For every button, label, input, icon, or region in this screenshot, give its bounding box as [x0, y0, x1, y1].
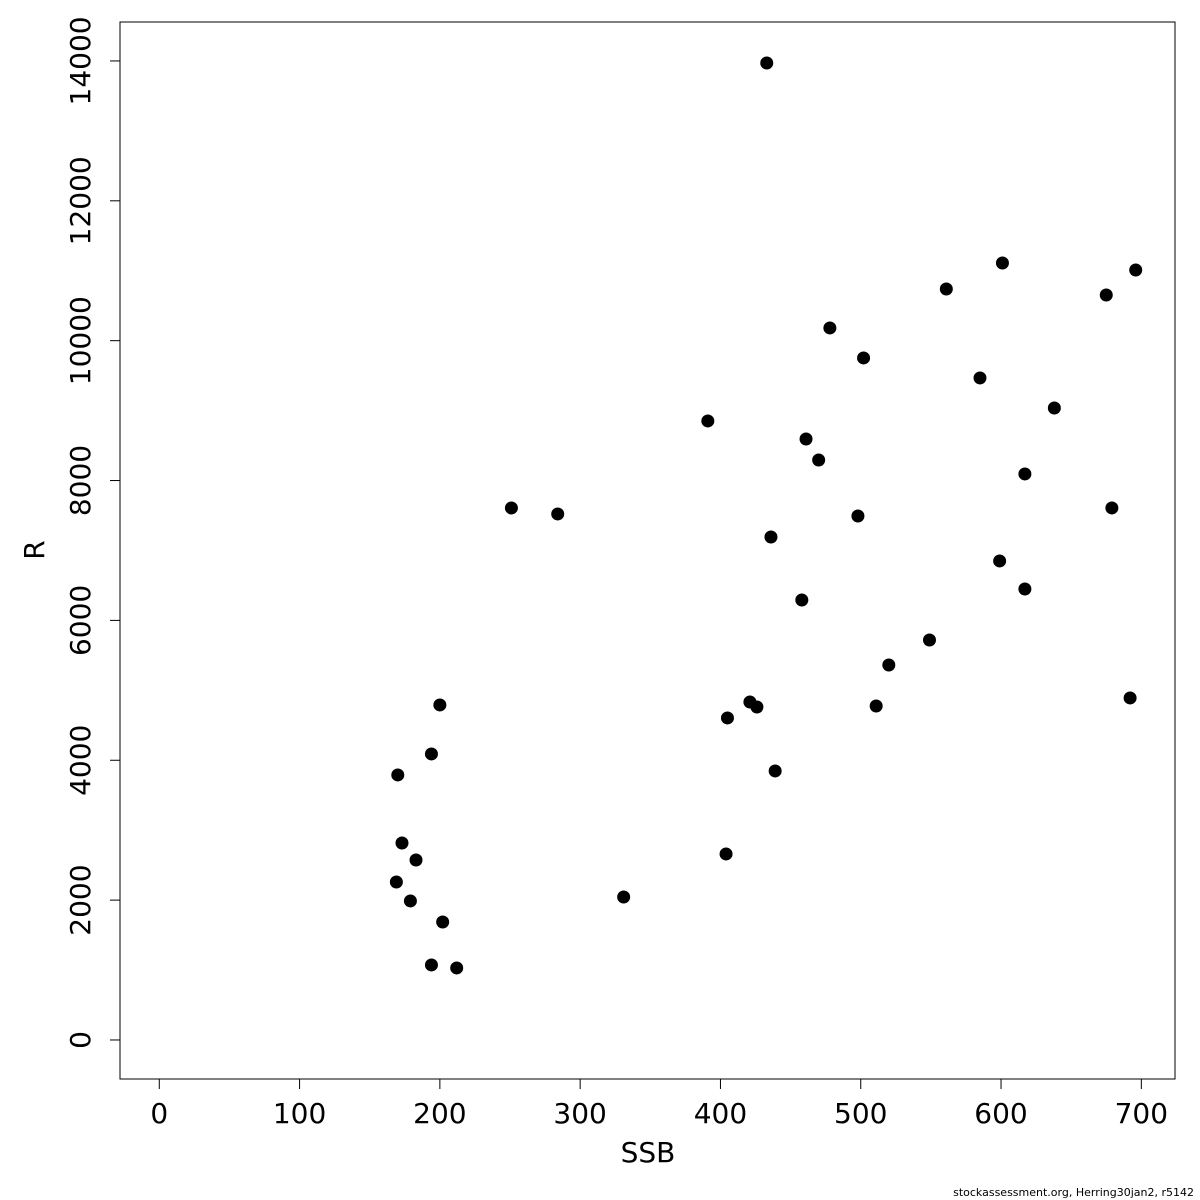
point — [973, 371, 987, 385]
y-tick-label: 4000 — [64, 725, 97, 796]
x-tick-label: 0 — [150, 1097, 168, 1130]
point — [851, 509, 865, 523]
x-tick-label: 400 — [694, 1097, 747, 1130]
point — [391, 768, 405, 782]
y-tick-label: 10000 — [64, 296, 97, 385]
point — [1105, 501, 1119, 515]
point — [1129, 263, 1143, 277]
point — [504, 501, 518, 515]
point — [869, 699, 883, 713]
point — [403, 894, 417, 908]
point — [720, 711, 734, 725]
point — [995, 256, 1009, 270]
point — [760, 56, 774, 70]
point — [551, 507, 565, 521]
point — [719, 847, 733, 861]
point — [1047, 401, 1061, 415]
y-tick-label: 14000 — [64, 16, 97, 105]
point — [922, 633, 936, 647]
point — [424, 958, 438, 972]
point — [939, 282, 953, 296]
x-tick-label: 300 — [553, 1097, 606, 1130]
point — [424, 747, 438, 761]
point — [450, 961, 464, 975]
y-tick-label: 6000 — [64, 585, 97, 656]
point — [701, 414, 715, 428]
x-axis-label: SSB — [621, 1136, 676, 1169]
y-tick-label: 8000 — [64, 445, 97, 516]
point — [795, 593, 809, 607]
y-tick-label: 12000 — [64, 156, 97, 245]
point — [799, 432, 813, 446]
point — [857, 351, 871, 365]
point — [1018, 582, 1032, 596]
point — [768, 764, 782, 778]
plot-frame — [119, 21, 1176, 1080]
point — [1099, 288, 1113, 302]
x-tick-label: 600 — [974, 1097, 1027, 1130]
y-tick-label: 0 — [64, 1031, 97, 1049]
point — [750, 700, 764, 714]
point — [764, 530, 778, 544]
x-tick-label: 500 — [834, 1097, 887, 1130]
point — [395, 836, 409, 850]
x-tick-label: 100 — [273, 1097, 326, 1130]
point — [436, 915, 450, 929]
point — [617, 890, 631, 904]
point — [409, 853, 423, 867]
y-axis-label: R — [18, 540, 51, 559]
y-tick-label: 2000 — [64, 864, 97, 935]
footnote: stockassessment.org, Herring30jan2, r514… — [953, 1186, 1194, 1199]
point — [433, 698, 447, 712]
point — [993, 554, 1007, 568]
point — [389, 875, 403, 889]
point — [1123, 691, 1137, 705]
point — [1018, 467, 1032, 481]
point — [882, 658, 896, 672]
x-tick-label: 700 — [1115, 1097, 1168, 1130]
x-tick-label: 200 — [413, 1097, 466, 1130]
point — [823, 321, 837, 335]
point — [812, 453, 826, 467]
